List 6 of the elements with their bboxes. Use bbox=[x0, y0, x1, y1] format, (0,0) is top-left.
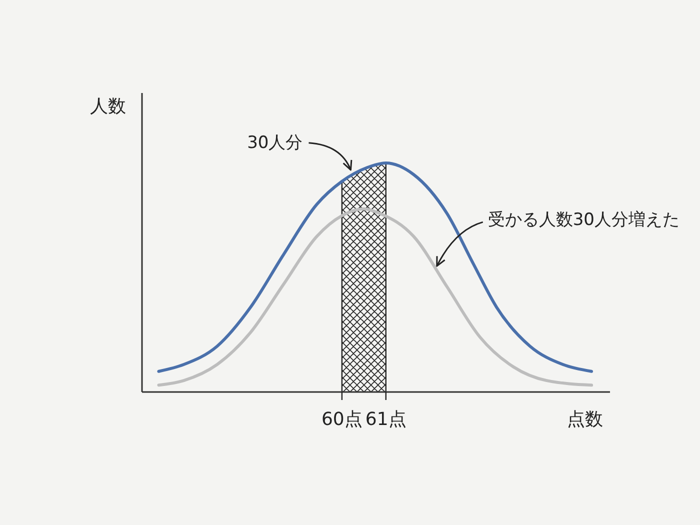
annotation: 30人分 bbox=[247, 132, 303, 153]
x-tick-label: 61点 bbox=[365, 408, 406, 430]
x-tick-label: 60点 bbox=[321, 408, 362, 430]
y-axis-title: 人数 bbox=[90, 96, 126, 117]
x-axis-title: 点数 bbox=[567, 409, 603, 430]
annotation: 受かる人数30人分増えた bbox=[488, 210, 680, 230]
